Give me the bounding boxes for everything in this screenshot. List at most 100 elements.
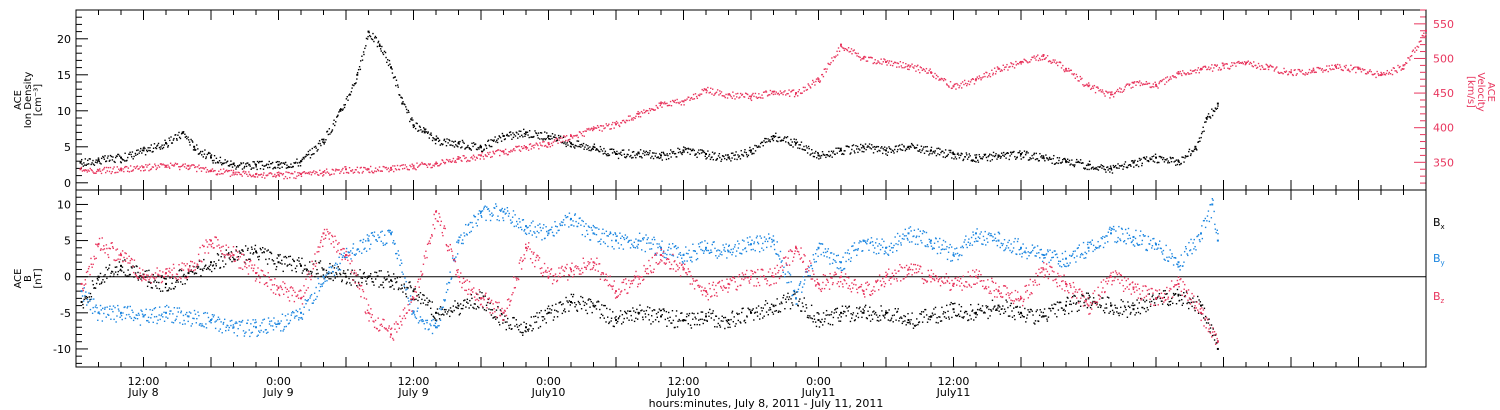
sample-dot — [1164, 289, 1166, 292]
sample-dot — [1033, 152, 1036, 155]
sample-dot — [399, 276, 401, 278]
sample-dot — [314, 260, 317, 262]
sample-dot — [521, 331, 523, 334]
sample-dot — [158, 146, 161, 149]
sample-dot — [332, 123, 335, 125]
sample-dot — [1122, 168, 1124, 170]
sample-dot — [284, 161, 287, 164]
sample-dot — [194, 166, 196, 169]
sample-dot — [296, 158, 298, 160]
sample-dot — [835, 55, 837, 57]
sample-dot — [1029, 308, 1032, 311]
sample-dot — [886, 147, 888, 149]
sample-dot — [1162, 290, 1165, 292]
sample-dot — [415, 168, 417, 171]
sample-dot — [408, 169, 410, 171]
sample-dot — [649, 150, 651, 152]
sample-dot — [236, 173, 238, 176]
sample-dot — [1335, 67, 1338, 70]
sample-dot — [1290, 69, 1292, 71]
sample-dot — [671, 310, 674, 312]
sample-dot — [985, 305, 987, 307]
sample-dot — [1211, 70, 1214, 72]
sample-dot — [248, 163, 251, 166]
sample-dot — [332, 169, 335, 171]
sample-dot — [1109, 165, 1112, 167]
sample-dot — [613, 325, 615, 328]
sample-dot — [369, 165, 372, 168]
sample-dot — [296, 162, 299, 164]
sample-dot — [653, 309, 655, 311]
sample-dot — [1192, 297, 1194, 299]
sample-dot — [642, 112, 644, 114]
sample-dot — [161, 147, 164, 150]
data-point — [1177, 261, 1180, 264]
sample-dot — [765, 91, 768, 93]
sample-dot — [831, 156, 833, 158]
sample-dot — [266, 174, 268, 177]
sample-dot — [1213, 339, 1216, 341]
sample-dot — [87, 159, 89, 162]
sample-dot — [769, 139, 771, 141]
sample-dot — [1198, 299, 1200, 301]
sample-dot — [1117, 90, 1120, 93]
sample-dot — [944, 156, 947, 159]
sample-dot — [586, 128, 588, 130]
sample-dot — [1293, 69, 1295, 72]
sample-dot — [985, 71, 987, 74]
sample-dot — [664, 318, 667, 321]
sample-dot — [541, 138, 543, 140]
sample-dot — [89, 298, 91, 301]
data-point — [1222, 64, 1225, 67]
data-point — [345, 168, 347, 171]
sample-dot — [216, 253, 219, 255]
sample-dot — [681, 100, 683, 102]
sample-dot — [831, 57, 833, 59]
sample-dot — [349, 273, 352, 275]
sample-dot — [1267, 68, 1270, 71]
sample-dot — [430, 134, 433, 136]
sample-dot — [749, 308, 751, 311]
sample-dot — [1059, 61, 1062, 64]
sample-dot — [403, 283, 405, 285]
sample-dot — [645, 110, 647, 113]
sample-dot — [616, 150, 618, 153]
sample-dot — [999, 306, 1001, 308]
sample-dot — [1163, 161, 1166, 163]
sample-dot — [911, 144, 914, 146]
sample-dot — [88, 296, 91, 298]
sample-dot — [174, 162, 177, 165]
sample-dot — [1206, 68, 1208, 71]
sample-dot — [719, 156, 721, 159]
sample-dot — [143, 314, 145, 317]
sample-dot — [800, 92, 802, 95]
sample-dot — [626, 317, 628, 319]
sample-dot — [870, 56, 872, 59]
sample-dot — [119, 161, 122, 163]
sample-dot — [549, 145, 552, 148]
sample-dot — [711, 312, 714, 314]
sample-dot — [464, 148, 466, 150]
sample-dot — [490, 314, 493, 316]
sample-dot — [1364, 68, 1366, 71]
plot-frame — [75, 189, 1427, 368]
sample-dot — [726, 158, 728, 161]
sample-dot — [588, 298, 590, 300]
sample-dot — [1184, 72, 1186, 75]
data-point — [255, 326, 257, 329]
sample-dot — [130, 153, 132, 156]
sample-dot — [177, 281, 179, 283]
sample-dot — [150, 144, 153, 146]
sample-dot — [810, 304, 813, 307]
sample-dot — [674, 326, 676, 329]
sample-dot — [819, 81, 821, 84]
sample-dot — [364, 47, 366, 50]
sample-dot — [793, 138, 795, 140]
sample-dot — [596, 124, 599, 127]
sample-dot — [709, 158, 712, 161]
sample-dot — [964, 156, 967, 158]
sample-dot — [1296, 73, 1298, 75]
sample-dot — [346, 281, 348, 284]
sample-dot — [293, 177, 295, 179]
sample-dot — [908, 321, 910, 324]
